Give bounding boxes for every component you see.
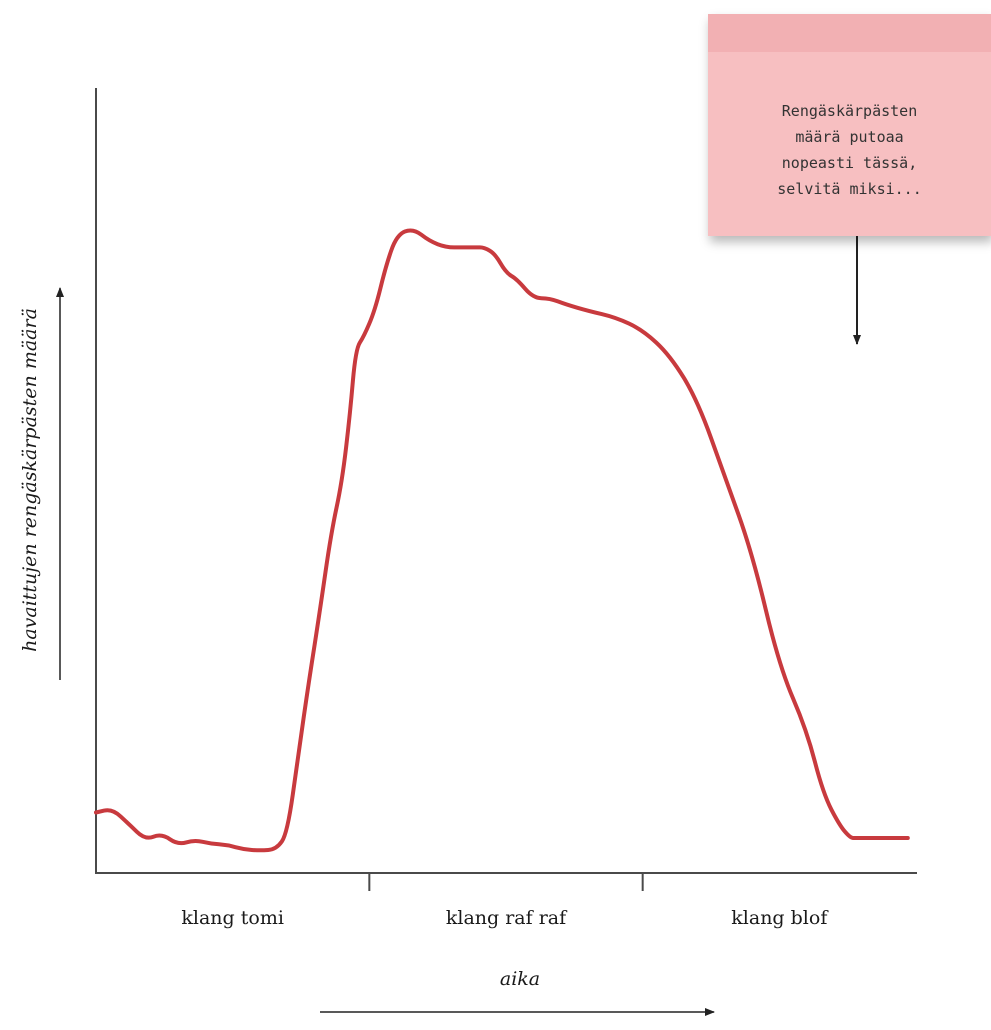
sticky-note-tape — [708, 14, 991, 52]
x-category-label: klang blof — [731, 907, 828, 929]
y-axis-label-text: havaittujen rengäskärpästen määrä — [19, 308, 41, 652]
sticky-note-text: Rengäskärpästen määrä putoaa nopeasti tä… — [777, 102, 922, 198]
sticky-note: Rengäskärpästen määrä putoaa nopeasti tä… — [708, 14, 991, 236]
x-category-label: klang raf raf — [445, 907, 567, 929]
series-line — [94, 228, 910, 853]
x-category-label: klang tomi — [181, 907, 284, 929]
x-axis-label: aika — [499, 968, 541, 990]
